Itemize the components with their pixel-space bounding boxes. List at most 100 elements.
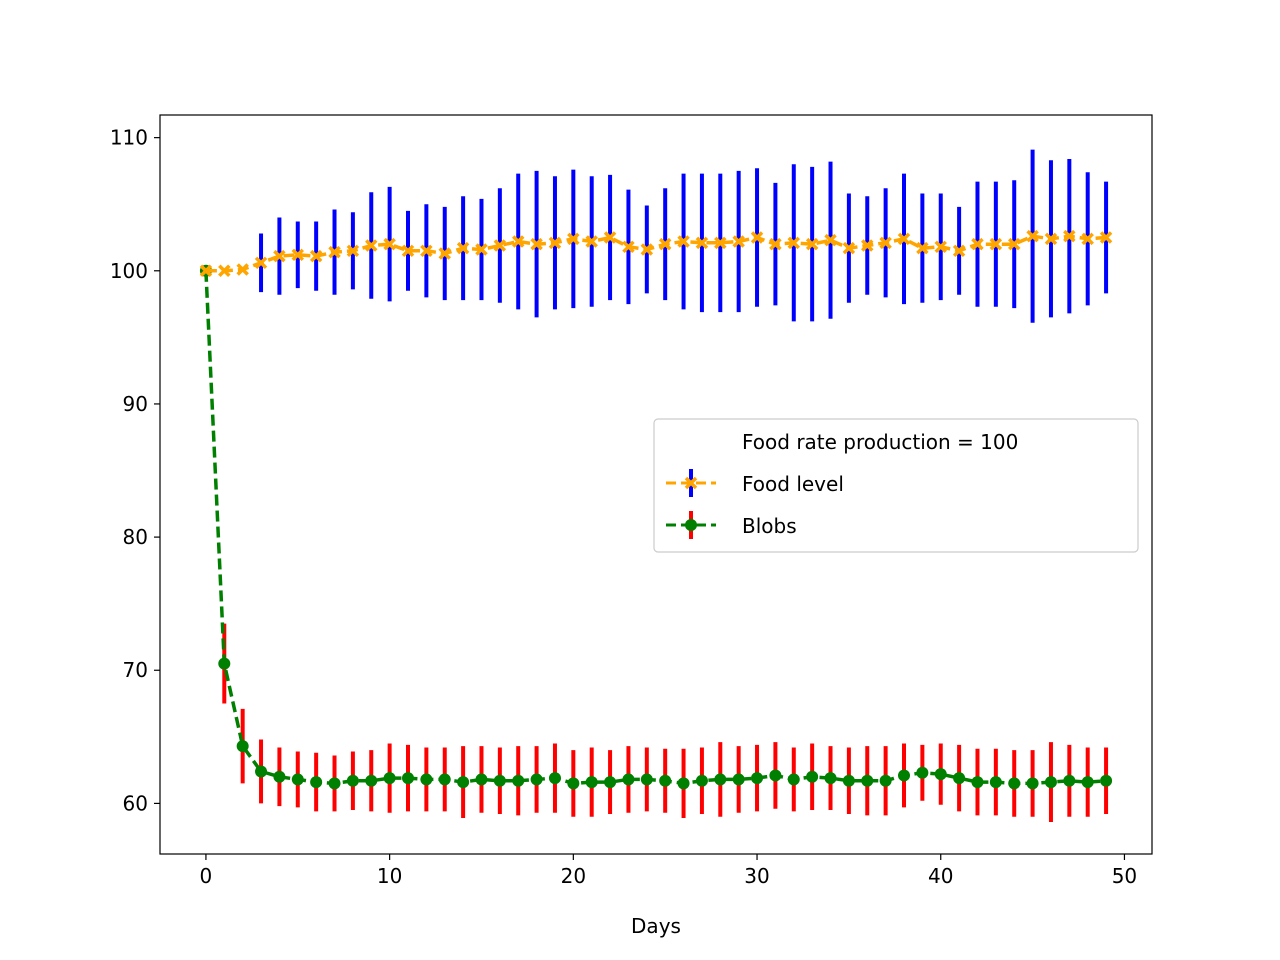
food-level-point [879, 236, 892, 250]
legend-food-level-marker [684, 476, 698, 490]
food-level-point [328, 245, 341, 259]
blobs-point [695, 774, 708, 787]
food-level-point [383, 237, 396, 251]
food-level-point [897, 232, 911, 246]
blobs-point [585, 776, 598, 789]
food-level-point [769, 237, 782, 251]
food-level-point [346, 244, 360, 258]
y-tick-label: 90 [123, 392, 148, 416]
food-level-point [530, 237, 543, 251]
food-level-point [475, 243, 488, 256]
legend: Food rate production = 100 Food level Bl… [653, 418, 1139, 553]
food-level-point [420, 244, 433, 258]
legend-title: Food rate production = 100 [742, 430, 1018, 454]
food-level-point [658, 237, 672, 251]
food-level-point [493, 239, 507, 252]
food-level-point [622, 240, 635, 254]
blobs-point [732, 773, 745, 786]
blobs-point [898, 769, 910, 782]
x-tick-label: 40 [928, 864, 953, 888]
blobs-point [787, 773, 800, 786]
blobs-point [989, 776, 1002, 789]
blobs-point [383, 772, 396, 785]
y-tick-label: 80 [123, 525, 148, 549]
blobs-point [1044, 776, 1057, 789]
food-level-point [695, 236, 709, 250]
food-level-point [218, 264, 231, 278]
blobs-point [659, 774, 672, 787]
food-level-point [199, 264, 213, 278]
blobs-point [548, 772, 561, 785]
blobs-point [291, 773, 304, 786]
y-tick-label: 60 [123, 791, 148, 815]
blobs-point [604, 776, 617, 789]
x-axis-label: Days [631, 914, 681, 938]
x-tick-label: 50 [1112, 864, 1137, 888]
food-level-point [401, 244, 415, 258]
food-level-point [1007, 237, 1021, 251]
food-level-point [273, 249, 286, 263]
blobs-point [640, 773, 653, 786]
blobs-point [1063, 774, 1076, 787]
food-level-point [1081, 232, 1094, 246]
blobs-point [842, 774, 855, 787]
blobs-point [953, 772, 966, 785]
x-tick-label: 20 [561, 864, 586, 888]
food-level-point [365, 239, 378, 252]
blobs-point [310, 776, 323, 789]
blobs-point [1008, 777, 1021, 790]
blobs-point [824, 772, 837, 785]
food-level-point [1044, 232, 1058, 246]
legend-box [653, 418, 1139, 553]
y-tick-label: 110 [110, 126, 148, 150]
legend-blobs-label: Blobs [742, 514, 797, 538]
axes-frame [159, 114, 1153, 855]
legend-entry-food-level: Food level [666, 469, 844, 497]
food-level-point [989, 237, 1003, 251]
blobs-point [934, 768, 947, 781]
legend-entry-blobs: Blobs [666, 511, 797, 539]
legend-blobs-marker [685, 519, 697, 531]
blobs-point [255, 765, 268, 778]
food-level-point [309, 249, 323, 263]
blobs-point [328, 777, 341, 790]
blobs-point [346, 774, 359, 787]
blobs-point [512, 774, 525, 787]
food-level-point [548, 236, 562, 250]
blobs-point [493, 774, 506, 787]
series-blobs [199, 264, 1113, 823]
x-tick-label: 30 [744, 864, 769, 888]
blobs-point [438, 773, 451, 786]
food-level-point [640, 243, 654, 256]
blobs-point [420, 773, 433, 786]
food-level-point [677, 235, 690, 248]
blobs-point [879, 774, 892, 787]
food-level-point [456, 241, 470, 255]
blobs-point [530, 773, 543, 786]
food-level-point [787, 236, 801, 250]
series-food-level [199, 149, 1113, 323]
food-level-point [438, 247, 451, 260]
blobs-point [677, 777, 690, 790]
blobs-point [916, 766, 929, 779]
y-tick-label: 100 [110, 259, 148, 283]
blobs-point [971, 776, 984, 789]
blobs-point [236, 740, 249, 753]
blobs-point [769, 769, 782, 782]
food-level-point [567, 232, 580, 246]
blobs-point [402, 772, 414, 785]
y-tick-label: 70 [123, 658, 148, 682]
food-level-point [714, 236, 727, 250]
food-level-point [291, 248, 305, 262]
food-level-point [842, 241, 856, 255]
food-level-point [1099, 231, 1113, 244]
blobs-point [1100, 774, 1113, 787]
food-level-point [603, 231, 617, 244]
blobs-point [218, 657, 231, 670]
food-level-point [805, 237, 819, 251]
food-level-point [916, 241, 929, 255]
x-axis: 0 10 20 30 40 50 [200, 854, 1137, 888]
blobs-point [273, 770, 286, 783]
legend-food-level-label: Food level [742, 472, 844, 496]
x-tick-label: 10 [377, 864, 402, 888]
